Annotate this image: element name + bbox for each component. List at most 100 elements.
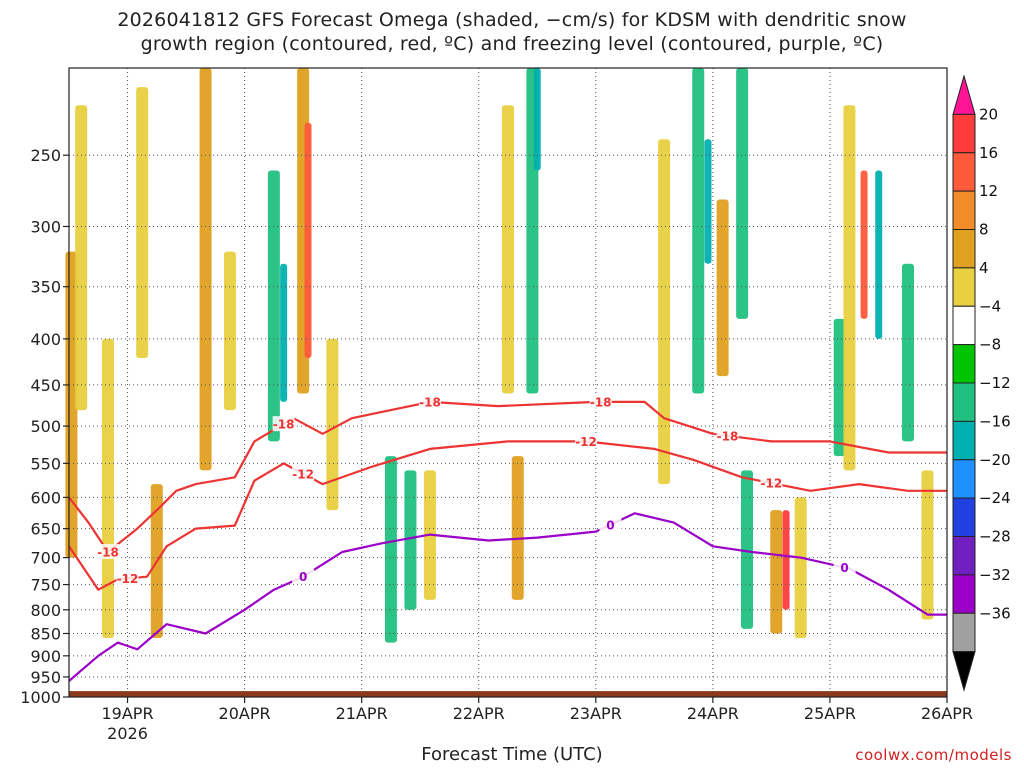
contour-label: 0 xyxy=(299,570,307,584)
omega-cell xyxy=(223,251,236,411)
y-tick-label: 450 xyxy=(30,376,61,395)
omega-cell xyxy=(75,105,88,411)
omega-cell xyxy=(404,470,417,610)
x-axis: 19APR 20APR 21APR 22APR 23APR 24APR 25APR 26APR… xyxy=(101,697,973,743)
omega-cell xyxy=(794,497,807,639)
contour-label-bg xyxy=(589,393,612,409)
omega-cell xyxy=(716,199,729,377)
contour-label: -12 xyxy=(117,572,139,586)
contour-label: -18 xyxy=(590,395,612,409)
omega-cell xyxy=(860,170,868,319)
x-tick-label: 25APR xyxy=(804,704,856,723)
contour-label: -18 xyxy=(717,429,739,443)
plot-frame xyxy=(68,67,948,698)
colorbar-label: −4 xyxy=(979,297,1001,315)
x-tick-label: 24APR xyxy=(687,704,739,723)
contour-label-bg xyxy=(292,465,315,481)
x-tick-label: 26APR xyxy=(921,704,973,723)
contour-line xyxy=(68,400,947,554)
contour-label: -12 xyxy=(575,435,597,449)
contour-label: 0 xyxy=(840,561,848,575)
y-tick-label: 950 xyxy=(30,668,61,687)
colorbar-swatch xyxy=(952,382,976,422)
omega-cell xyxy=(875,170,883,339)
colorbar-arrow-top xyxy=(952,74,976,115)
y-tick-label: 400 xyxy=(30,330,61,349)
omega-cell xyxy=(102,338,115,639)
contour-line xyxy=(68,512,947,682)
x-tick-label: 23APR xyxy=(570,704,622,723)
y-tick-label: 250 xyxy=(30,146,61,165)
terrain-fill xyxy=(69,691,947,697)
y-axis: 250 300 350 400 450 500 550 600 650 700 750 800 850 9… xyxy=(20,146,69,707)
colorbar-label: −12 xyxy=(979,374,1011,392)
colorbar-swatch xyxy=(952,536,976,576)
colorbar-label: −28 xyxy=(979,528,1011,546)
omega-cell xyxy=(502,105,514,394)
colorbar-label: −16 xyxy=(979,412,1011,430)
omega-cell xyxy=(511,456,524,600)
chart-title: 2026041812 GFS Forecast Omega (shaded, −… xyxy=(117,9,907,55)
omega-cell xyxy=(199,68,212,471)
colorbar-label: 4 xyxy=(979,259,989,277)
colorbar-label: 8 xyxy=(979,221,989,239)
x-axis-title: Forecast Time (UTC) xyxy=(421,744,603,765)
x-tick-label: 20APR xyxy=(219,704,271,723)
y-tick-label: 350 xyxy=(30,278,61,297)
colorbar-label: 20 xyxy=(979,105,998,123)
colorbar-swatch xyxy=(952,612,976,653)
colorbar-label: 16 xyxy=(979,144,998,162)
contour-label-bg xyxy=(575,433,598,449)
y-tick-label: 650 xyxy=(30,520,61,539)
omega-cell xyxy=(921,470,934,620)
y-tick-label: 850 xyxy=(30,624,61,643)
colorbar: 20 16 12 8 4 −4 −8 −12 −16 −20 −24 −28 −32 −36 xyxy=(952,74,1011,692)
contour-label: -12 xyxy=(761,477,783,491)
y-tick-label: 300 xyxy=(30,217,61,236)
contour-label-bg xyxy=(418,393,441,409)
contour-lines: -18 -18 -18 -18 -18 -12 -12 -12 -12 0 0 0 xyxy=(68,393,947,682)
contour-label-bg xyxy=(292,568,315,584)
omega-cell xyxy=(280,263,288,402)
omega-cell xyxy=(901,263,914,442)
y-tick-label: 1000 xyxy=(20,688,61,707)
colorbar-label: −36 xyxy=(979,604,1011,622)
contour-label-bg xyxy=(833,559,856,575)
y-tick-label: 500 xyxy=(30,417,61,436)
x-year-label: 2026 xyxy=(107,724,148,743)
colorbar-arrow-bottom xyxy=(952,651,976,692)
omega-cell xyxy=(736,68,749,319)
contour-label-bg xyxy=(97,543,120,559)
omega-cell xyxy=(384,456,397,643)
colorbar-swatch xyxy=(952,497,976,537)
colorbar-swatch xyxy=(952,420,976,461)
omega-cell xyxy=(304,122,312,358)
omega-cell xyxy=(692,68,705,394)
y-tick-label: 600 xyxy=(30,488,61,507)
omega-cell xyxy=(326,338,339,511)
colorbar-swatch xyxy=(952,574,976,614)
contour-label-bg xyxy=(116,570,139,586)
x-tick-label: 19APR xyxy=(101,704,153,723)
colorbar-swatch xyxy=(952,190,976,230)
contour-label: -18 xyxy=(419,395,441,409)
colorbar-swatch xyxy=(952,305,976,346)
omega-cell xyxy=(782,510,790,610)
omega-cell xyxy=(833,318,846,457)
contour-label: -18 xyxy=(97,545,119,559)
colorbar-swatch xyxy=(952,267,976,307)
x-tick-label: 22APR xyxy=(453,704,505,723)
contour-label-bg xyxy=(760,475,783,491)
colorbar-swatch xyxy=(952,113,976,154)
colorbar-swatch xyxy=(952,344,976,384)
contour-label-bg xyxy=(716,427,739,443)
contour-label: -12 xyxy=(292,467,314,481)
omega-cell xyxy=(533,68,541,171)
omega-cell xyxy=(267,170,280,442)
colorbar-label: 12 xyxy=(979,182,998,200)
omega-cell xyxy=(770,510,783,634)
colorbar-label: −8 xyxy=(979,336,1001,354)
contour-label: -18 xyxy=(273,418,295,432)
colorbar-swatch xyxy=(952,229,976,269)
